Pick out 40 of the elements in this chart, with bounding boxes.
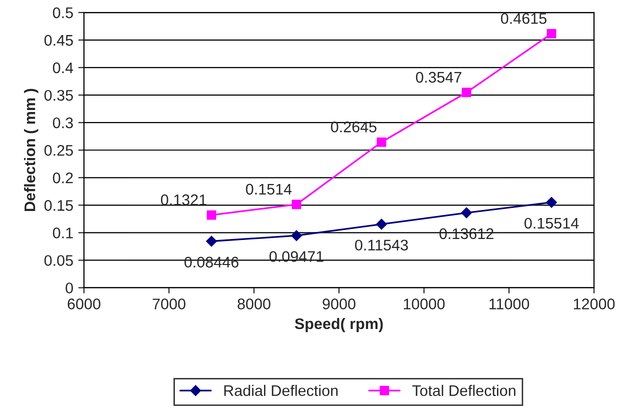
x-axis-title: Speed( rpm) xyxy=(294,318,383,332)
data-label: 0.4615 xyxy=(500,13,546,24)
legend-label: Radial Deflection xyxy=(224,384,338,396)
data-label: 0.1321 xyxy=(160,194,206,206)
data-label: 0.09471 xyxy=(269,251,324,262)
data-label: 0.2645 xyxy=(330,122,376,132)
point xyxy=(206,210,216,220)
y-tick-label: 0.45 xyxy=(44,34,73,46)
x-tick-label: 6000 xyxy=(68,298,100,310)
y-axis-title: Deflection ( mm ) xyxy=(24,88,38,212)
data-label: 0.15514 xyxy=(524,218,579,229)
point xyxy=(376,137,386,147)
x-tick-label: 11000 xyxy=(489,298,530,310)
y-tick-label: 0.35 xyxy=(44,90,73,101)
y-tick-label: 0.25 xyxy=(44,144,73,156)
y-tick-label: 0.2 xyxy=(52,172,73,184)
point xyxy=(206,236,217,247)
y-tick-label: 0.4 xyxy=(52,62,74,74)
point xyxy=(376,218,387,230)
x-tick-label: 8000 xyxy=(238,298,270,310)
x-tick-label: 10000 xyxy=(404,298,445,310)
point xyxy=(292,200,302,210)
x-tick-label: 12000 xyxy=(574,298,615,310)
legend-label: Total Deflection xyxy=(412,384,516,396)
y-tick-label: 0.15 xyxy=(44,200,73,211)
data-label: 0.1514 xyxy=(246,184,292,195)
point xyxy=(291,230,302,242)
y-tick-label: 0.05 xyxy=(44,255,73,266)
x-tick-label: 7000 xyxy=(152,298,186,310)
point xyxy=(546,196,557,208)
data-label: 0.11543 xyxy=(355,240,408,251)
point xyxy=(546,29,556,38)
point xyxy=(462,88,472,98)
y-tick-label: 0.5 xyxy=(52,7,73,18)
y-tick-label: 0.1 xyxy=(52,228,73,238)
data-label: 0.3547 xyxy=(416,72,462,83)
x-tick-label: 9000 xyxy=(322,298,356,310)
y-tick-label: 0 xyxy=(66,282,73,294)
point xyxy=(461,207,472,218)
y-tick-label: 0.3 xyxy=(52,117,73,128)
